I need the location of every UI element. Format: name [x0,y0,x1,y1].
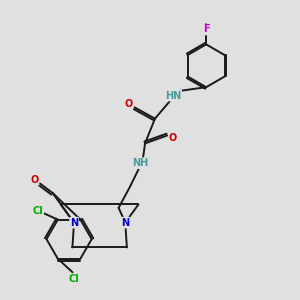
Text: N: N [121,218,129,228]
Text: Cl: Cl [32,206,43,216]
Text: O: O [169,134,177,143]
Text: HN: HN [165,91,181,100]
Text: N: N [70,218,78,228]
Text: Cl: Cl [69,274,80,284]
Text: NH: NH [132,158,148,168]
Text: O: O [124,99,133,109]
Text: O: O [30,175,38,185]
Text: F: F [203,25,209,34]
